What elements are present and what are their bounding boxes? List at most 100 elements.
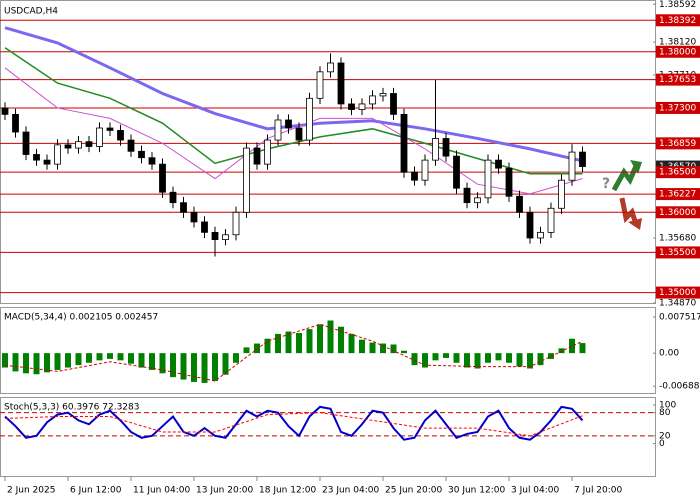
- macd-bar: [180, 353, 187, 380]
- macd-bar: [170, 353, 176, 378]
- x-tick-label: 6 Jun 12:00: [70, 486, 122, 496]
- macd-bar: [474, 353, 481, 369]
- macd-bar: [233, 353, 239, 363]
- macd-bar: [359, 339, 365, 354]
- candle-body: [243, 147, 250, 213]
- level-label: 1.36500: [659, 168, 696, 178]
- series-line: [4, 26, 583, 163]
- level-label-bg: [656, 188, 700, 201]
- candle-body: [306, 97, 313, 141]
- macd-bar: [222, 353, 229, 375]
- x-tick-label: 11 Jun 04:00: [133, 486, 190, 496]
- macd-panel: [0, 307, 656, 394]
- candle-body: [264, 139, 271, 165]
- macd-bar: [516, 353, 523, 367]
- macd-bar: [54, 353, 61, 370]
- macd-bar: [464, 353, 470, 368]
- candle-body: [1, 107, 9, 115]
- y-tick-label: 0.007517: [659, 313, 700, 323]
- macd-bar: [117, 353, 124, 361]
- macd-bar: [159, 353, 166, 374]
- candle-body: [106, 127, 114, 131]
- macd-bar: [569, 338, 575, 354]
- macd-bar: [422, 353, 428, 368]
- macd-bar: [264, 338, 271, 354]
- candle-body: [463, 187, 471, 204]
- level-label: 1.36227: [659, 190, 696, 200]
- candle-body: [201, 221, 208, 233]
- candle-body: [232, 211, 240, 236]
- macd-bar: [128, 353, 134, 364]
- candle-body: [180, 202, 187, 213]
- macd-bar: [338, 326, 344, 354]
- level-label: 1.38000: [659, 47, 696, 57]
- level-label-bg: [656, 206, 700, 219]
- level-label-bg: [656, 101, 700, 114]
- macd-bar: [2, 353, 8, 368]
- macd-bar: [23, 353, 29, 374]
- level-label: 1.35500: [659, 248, 696, 258]
- macd-bar: [495, 353, 502, 361]
- panel-title: Stoch(5,3,3) 60.3976 72.3283: [4, 403, 139, 413]
- candle-body: [579, 151, 586, 167]
- macd-bar: [12, 353, 19, 372]
- up-arrow: [611, 160, 642, 192]
- y-tick-label: -0.006884: [659, 382, 700, 392]
- macd-bar: [390, 344, 397, 354]
- x-tick-label: 13 Jun 20:00: [196, 486, 253, 496]
- candle-body: [442, 138, 450, 157]
- macd-bar: [201, 353, 208, 383]
- candle-body: [379, 93, 387, 97]
- candle-body: [96, 127, 103, 147]
- macd-bar: [506, 353, 512, 363]
- x-tick-label: 3 Jul 04:00: [511, 486, 560, 496]
- level-label-bg: [656, 246, 700, 259]
- macd-bar: [485, 353, 491, 363]
- y-tick-label: 1.38120: [659, 38, 696, 48]
- candle-body: [295, 127, 303, 141]
- level-label: 1.37300: [659, 103, 696, 113]
- macd-bar: [96, 353, 103, 361]
- candle-body: [568, 151, 576, 181]
- candle-body: [54, 144, 61, 165]
- macd-bar: [537, 353, 544, 366]
- x-tick-label: 2 Jun 2025: [7, 486, 55, 496]
- candle-body: [474, 197, 481, 204]
- candle-body: [369, 95, 376, 105]
- x-tick-label: 23 Jun 04:00: [322, 486, 379, 496]
- macd-bar: [317, 324, 323, 354]
- macd-bar: [432, 353, 439, 361]
- macd-bar: [212, 353, 218, 381]
- candle-body: [516, 195, 523, 213]
- y-tick-label: 80: [659, 408, 671, 418]
- y-tick-label: 1.35680: [659, 233, 696, 243]
- macd-bar: [254, 343, 260, 354]
- candle-body: [211, 231, 219, 240]
- candle-body: [453, 155, 460, 189]
- y-tick-label: 0.00: [659, 349, 679, 359]
- candle-body: [127, 139, 135, 152]
- candle-body: [33, 154, 40, 161]
- candle-body: [222, 234, 229, 240]
- macd-bar: [75, 353, 82, 366]
- macd-bar: [191, 353, 197, 382]
- macd-bar: [411, 353, 418, 366]
- x-tick-label: 7 Jul 20:00: [574, 486, 623, 496]
- macd-bar: [285, 331, 292, 354]
- candle-body: [75, 141, 82, 149]
- level-label: 1.36859: [659, 139, 696, 149]
- macd-bar: [558, 348, 565, 354]
- candle-body: [495, 159, 502, 169]
- macd-bar: [327, 320, 334, 354]
- x-tick-label: 25 Jun 20:00: [385, 486, 442, 496]
- y-tick-label: 100: [659, 400, 676, 410]
- candle-body: [547, 207, 555, 233]
- y-tick-label: 0: [659, 439, 665, 449]
- y-tick-label: 1.38592: [659, 0, 696, 10]
- candle-body: [505, 167, 513, 197]
- candle-body: [190, 211, 198, 223]
- macd-bar: [380, 343, 386, 354]
- macd-bar: [527, 353, 533, 369]
- candle-body: [390, 93, 397, 115]
